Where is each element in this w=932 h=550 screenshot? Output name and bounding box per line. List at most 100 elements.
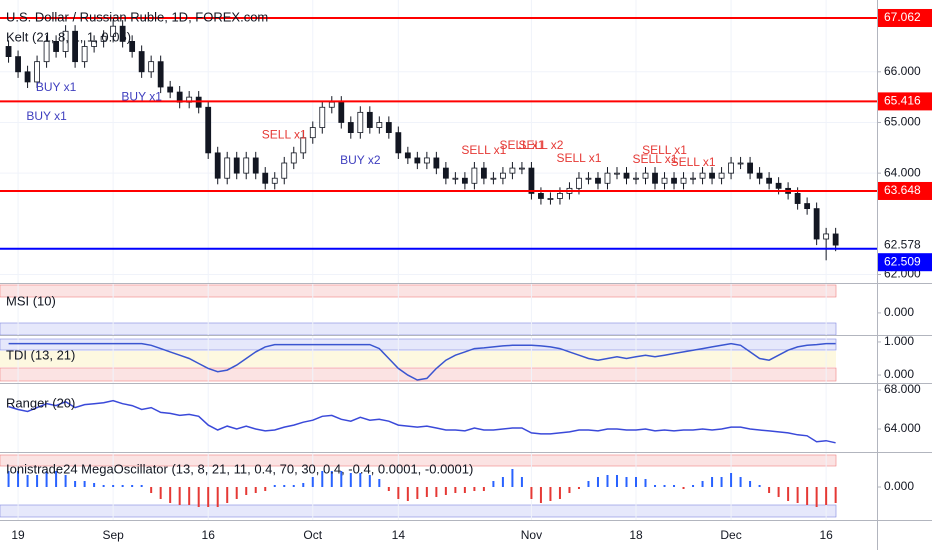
histogram-bar — [330, 471, 333, 487]
histogram-bar — [378, 479, 381, 487]
price-label-box — [878, 181, 932, 200]
histogram-bar — [758, 485, 761, 487]
histogram-bar — [501, 477, 504, 487]
histogram-bar — [368, 475, 371, 487]
candle-body — [576, 177, 582, 189]
candle-body — [519, 167, 525, 170]
price-label-box — [878, 92, 932, 111]
candle-body — [300, 137, 307, 154]
histogram-bar — [121, 485, 124, 487]
candle-body — [376, 122, 383, 128]
candle-body — [91, 40, 98, 47]
x-tick-label: 19 — [11, 528, 25, 542]
histogram-bar — [568, 487, 571, 493]
histogram-bar — [606, 475, 609, 487]
x-tick-label: 16 — [202, 528, 216, 542]
histogram-bar — [673, 485, 676, 487]
price-label: 67.062 — [884, 10, 921, 24]
candle-body — [148, 61, 155, 73]
price-label-box — [878, 253, 932, 272]
candle-body — [214, 152, 221, 179]
candle-body — [709, 172, 715, 179]
candle-body — [357, 111, 364, 134]
histogram-bar — [635, 477, 638, 487]
histogram-bar — [207, 487, 210, 507]
histogram-bar — [796, 487, 799, 503]
candle-body — [281, 162, 288, 179]
x-tick-label: 18 — [629, 528, 643, 542]
candle-body — [395, 132, 402, 154]
histogram-bar — [663, 485, 666, 487]
price-label: 63.648 — [884, 183, 921, 197]
candle-body — [319, 106, 326, 128]
candle-body — [766, 177, 772, 184]
y-tick-label: 64.000 — [884, 421, 921, 435]
histogram-bar — [406, 487, 409, 501]
y-tick-label: 0.000 — [884, 367, 914, 381]
candle-body — [690, 177, 696, 180]
tdi-lower-band — [0, 367, 837, 382]
y-tick-label: 0.000 — [884, 305, 914, 319]
histogram-bar — [720, 477, 723, 487]
signal-label: SELL x2 — [518, 138, 563, 152]
candle-body — [604, 172, 611, 184]
histogram-bar — [216, 487, 219, 507]
candle-body — [699, 172, 706, 179]
candle-body — [205, 106, 212, 154]
x-tick-label: 14 — [392, 528, 406, 542]
indicator-title: Kelt (21, 8, 1, 1, 0.05) — [6, 29, 131, 44]
histogram-bar — [815, 487, 818, 507]
candle-body — [129, 40, 136, 52]
tdi-mid-band — [0, 351, 836, 367]
candle-body — [404, 152, 411, 159]
candle-body — [157, 61, 164, 88]
histogram-bar — [264, 487, 267, 491]
candle-body — [224, 157, 231, 179]
histogram-bar — [511, 469, 514, 487]
signal-label: SELL x1 — [633, 152, 678, 166]
histogram-bar — [416, 487, 419, 499]
candle-body — [747, 162, 753, 174]
candle-body — [100, 35, 107, 42]
histogram-bar — [292, 485, 295, 487]
signal-label: SELL x1 — [262, 127, 307, 141]
signal-label: SELL x1 — [671, 155, 716, 169]
candle-body — [585, 177, 592, 180]
chart-title: U.S. Dollar / Russian Ruble, 1D, FOREX.c… — [6, 9, 268, 24]
histogram-bar — [825, 487, 828, 505]
histogram-bar — [482, 487, 485, 491]
histogram-bar — [321, 471, 324, 487]
histogram-bar — [26, 475, 29, 487]
histogram-bar — [245, 487, 248, 495]
histogram-bar — [150, 487, 153, 493]
histogram-bar — [587, 481, 590, 487]
histogram-bar — [55, 471, 58, 487]
indicator-title: TDI (13, 21) — [6, 347, 75, 362]
histogram-bar — [45, 471, 48, 487]
candle-body — [110, 25, 117, 37]
y-tick-label: 68.000 — [884, 382, 921, 396]
signal-label: SELL x1 — [499, 138, 544, 152]
histogram-bar — [682, 487, 685, 489]
signal-label: BUY x1 — [36, 80, 77, 94]
histogram-bar — [730, 473, 733, 487]
msi-upper-band — [0, 284, 837, 298]
histogram-bar — [701, 481, 704, 487]
y-tick-label: 64.000 — [884, 165, 921, 179]
candle-body — [24, 71, 31, 83]
histogram-bar — [102, 485, 105, 487]
histogram-bar — [283, 485, 286, 487]
candle-body — [62, 30, 69, 52]
histogram-bar — [644, 479, 647, 487]
candle-body — [338, 101, 345, 123]
candle-body — [756, 172, 763, 179]
histogram-bar — [625, 477, 628, 487]
price-label: 62.578 — [884, 237, 921, 251]
histogram-bar — [273, 485, 276, 487]
histogram-bar — [435, 487, 438, 497]
histogram-bar — [492, 481, 495, 487]
histogram-bar — [254, 487, 257, 493]
signal-label: BUY x1 — [121, 89, 162, 103]
candle-body — [813, 208, 820, 240]
candle-body — [385, 122, 392, 134]
